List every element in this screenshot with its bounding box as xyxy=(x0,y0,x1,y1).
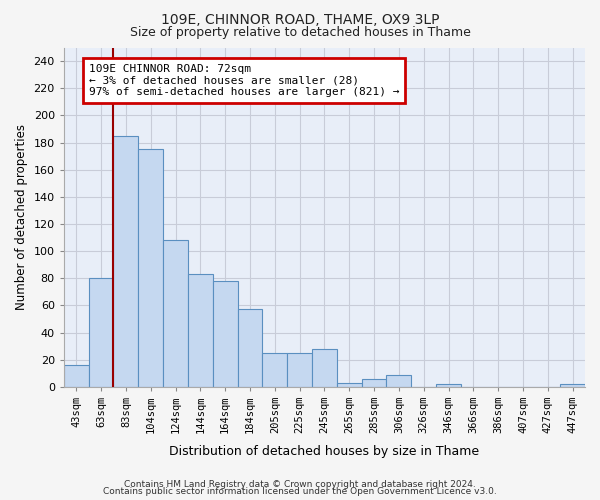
Bar xyxy=(287,353,312,387)
Bar xyxy=(312,349,337,387)
Bar xyxy=(113,136,138,387)
Bar xyxy=(213,281,238,387)
Bar xyxy=(188,274,213,387)
Bar xyxy=(138,150,163,387)
Y-axis label: Number of detached properties: Number of detached properties xyxy=(15,124,28,310)
Bar xyxy=(560,384,585,387)
Bar xyxy=(64,365,89,387)
Text: Contains public sector information licensed under the Open Government Licence v3: Contains public sector information licen… xyxy=(103,487,497,496)
Text: 109E, CHINNOR ROAD, THAME, OX9 3LP: 109E, CHINNOR ROAD, THAME, OX9 3LP xyxy=(161,12,439,26)
X-axis label: Distribution of detached houses by size in Thame: Distribution of detached houses by size … xyxy=(169,444,479,458)
Bar xyxy=(163,240,188,387)
Text: Contains HM Land Registry data © Crown copyright and database right 2024.: Contains HM Land Registry data © Crown c… xyxy=(124,480,476,489)
Bar xyxy=(238,310,262,387)
Text: 109E CHINNOR ROAD: 72sqm
← 3% of detached houses are smaller (28)
97% of semi-de: 109E CHINNOR ROAD: 72sqm ← 3% of detache… xyxy=(89,64,399,97)
Text: Size of property relative to detached houses in Thame: Size of property relative to detached ho… xyxy=(130,26,470,39)
Bar xyxy=(436,384,461,387)
Bar xyxy=(337,383,362,387)
Bar xyxy=(386,374,411,387)
Bar xyxy=(89,278,113,387)
Bar xyxy=(262,353,287,387)
Bar xyxy=(362,378,386,387)
